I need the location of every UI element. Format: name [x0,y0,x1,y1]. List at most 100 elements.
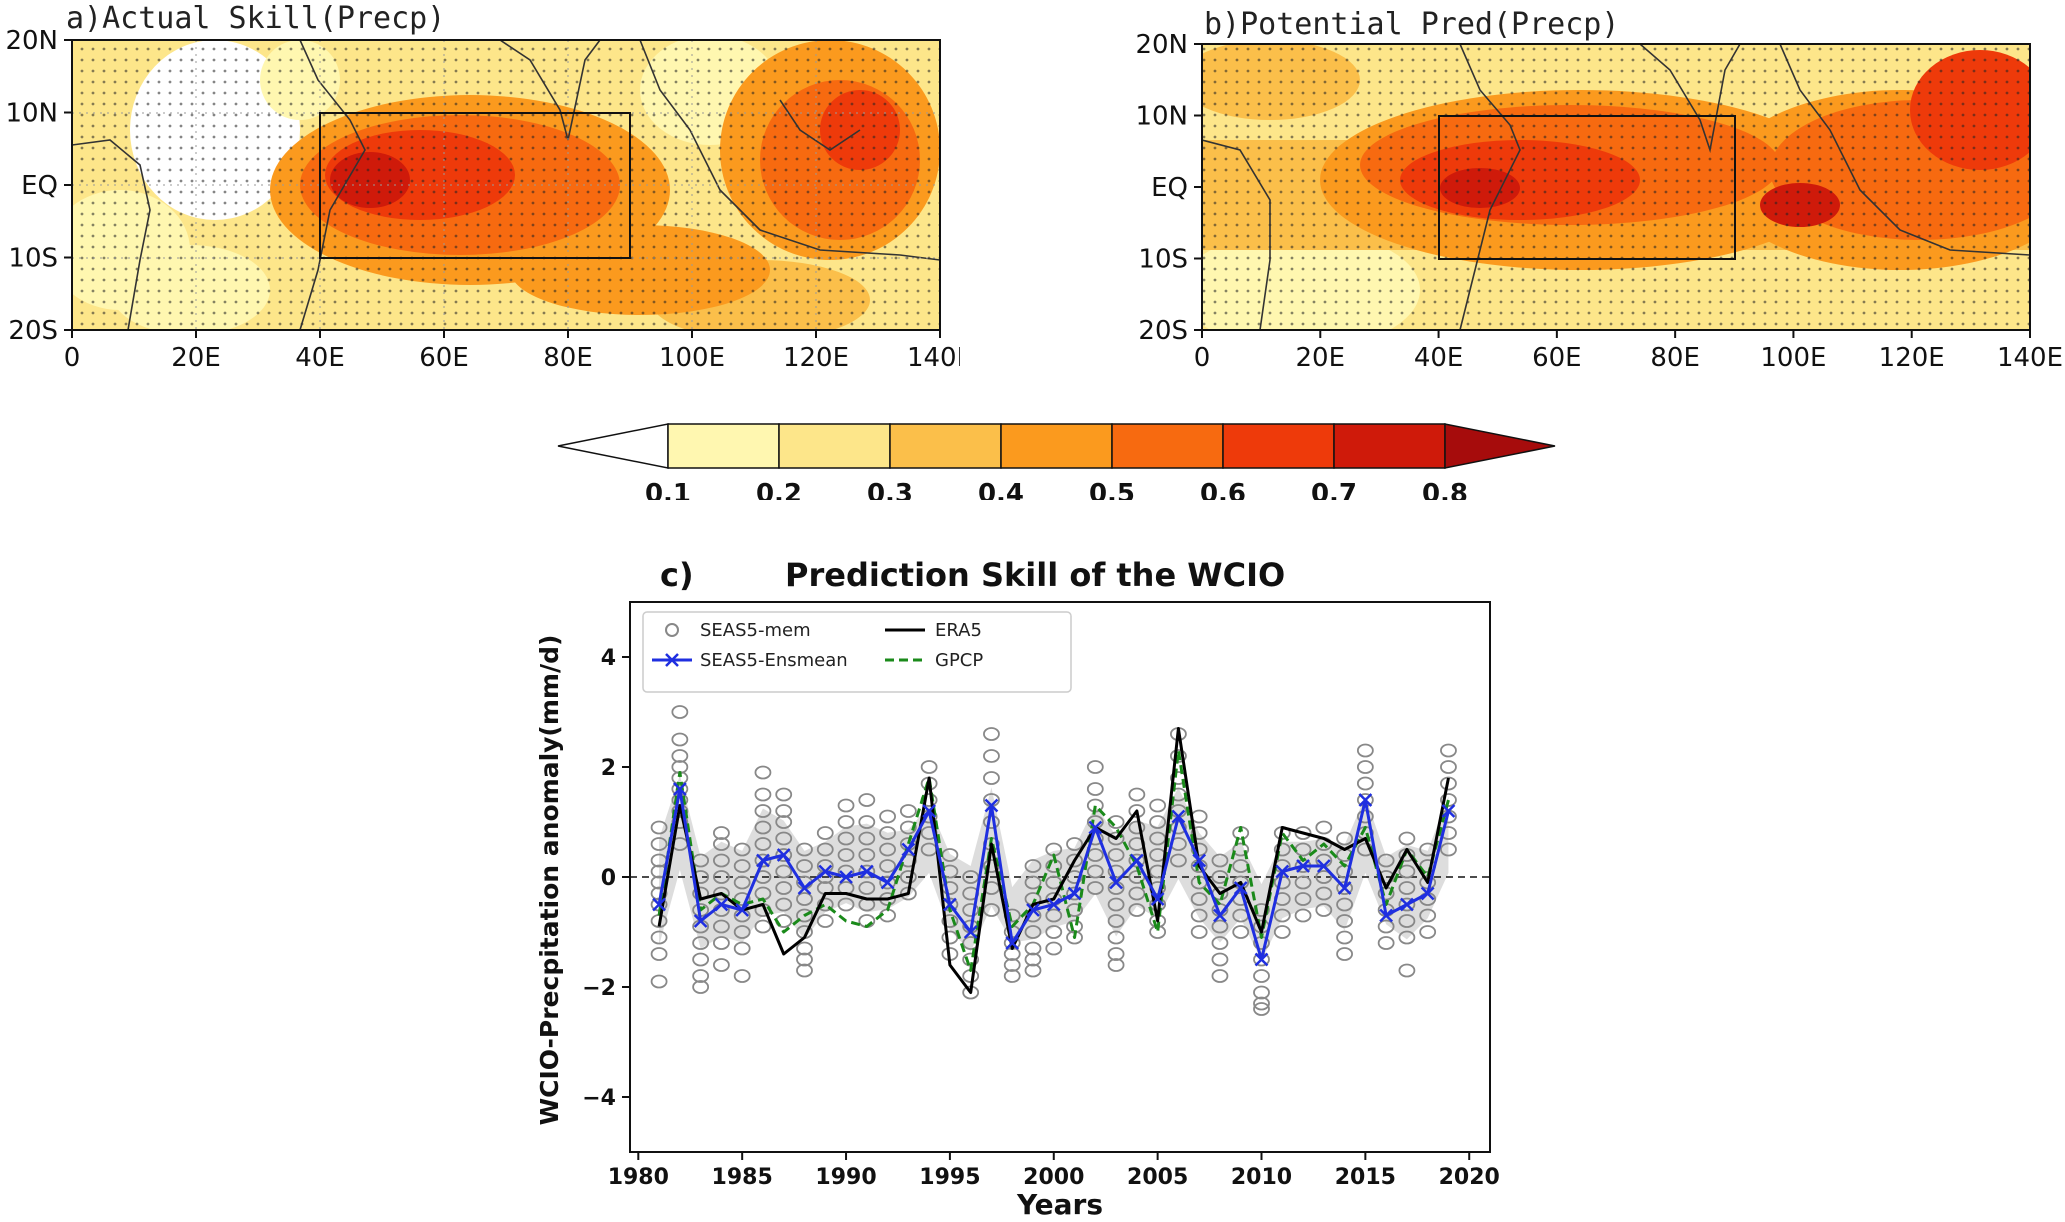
map-b-xtick-label: 0 [1194,343,1211,373]
member-point [858,793,876,807]
member-point [962,870,980,884]
ensmean-point [1109,875,1123,890]
colorbar-tick-label: 0.4 [978,479,1024,500]
member-point [775,848,793,862]
member-point [858,815,876,829]
member-point [796,859,813,873]
member-point [796,952,813,967]
map-b-xtick-label: 120E [1879,343,1945,373]
map-a-xtick-label: 60E [419,343,469,373]
map-b-xtick-label: 20E [1296,343,1346,373]
colorbar-arrow-low [557,423,669,469]
member-point [816,897,834,912]
member-point [1149,815,1167,829]
member-point [1128,820,1146,835]
member-point [858,881,876,895]
member-point [733,842,751,857]
y-axis-label: WCIO-Precpitation anomaly(mm/d) [535,635,564,1126]
member-point [1273,842,1291,857]
member-point [920,760,938,774]
member-point [816,826,834,840]
member-point [1045,908,1063,923]
member-point [1419,908,1437,923]
member-point [796,908,813,923]
member-point [1336,947,1353,961]
map-b-ytick-label: EQ [1151,173,1188,203]
member-point [837,815,855,829]
map-panel-actual-skill: a)Actual Skill(Precp) [5,1,960,373]
map-a-xtick-label: 20E [171,343,221,373]
ensmean-point [818,864,833,879]
ensmean-point [797,881,812,895]
member-point [983,815,1000,829]
member-point [1086,881,1104,895]
member-point [1024,875,1042,890]
member-point [1440,743,1457,758]
series-gpcp [657,749,1450,972]
member-point [1107,864,1125,879]
member-point [754,765,772,780]
member-point [796,842,813,857]
legend: SEAS5-mem SEAS5-Ensmean ERA5 GPCP [642,611,1072,693]
member-point [1253,996,1270,1011]
member-point [1440,760,1457,774]
map-b-ytick-label: 10N [1135,102,1188,132]
member-point [1398,897,1416,912]
member-point [692,936,710,950]
ensmean-point [1296,859,1310,873]
member-point [775,897,793,912]
member-point [650,930,668,945]
member-point [1440,793,1457,807]
x-tick-label: 2010 [1231,1165,1292,1190]
member-point [941,930,959,945]
colorbar: 0.1 0.2 0.3 0.4 0.5 0.6 0.7 0.8 [557,423,1556,500]
member-point [983,749,1000,763]
member-point [1107,848,1125,862]
map-b-ytick-label: 20N [1135,30,1188,60]
member-point [1107,815,1125,829]
map-b-xtick-label: 40E [1414,343,1464,373]
member-point [1336,897,1353,912]
member-point [1377,919,1395,934]
x-tick-label: 2015 [1335,1165,1396,1190]
colorbar-segment [667,423,780,469]
colorbar-tick-label: 0.1 [645,479,691,500]
member-point [1377,853,1395,868]
map-panel-potential-pred: b)Potential Pred(Precp) 0 20E 40E 60E 80E 100… [1135,7,2063,373]
member-point [1024,859,1042,873]
member-point [713,870,730,884]
member-point [1232,842,1250,857]
member-point [1128,787,1146,802]
legend-era5: ERA5 [935,620,982,641]
ensmean-point [1441,804,1456,818]
member-point [692,980,710,994]
map-a-ytick-label: 10S [8,244,58,274]
member-point [650,820,668,835]
map-b-xtick-label: 80E [1650,343,1700,373]
member-point [754,837,772,851]
member-point [1419,925,1437,939]
member-point [1066,853,1083,868]
member-point [1003,969,1021,983]
colorbar-tick-label: 0.3 [867,479,913,500]
member-point [796,963,813,978]
member-point [1170,853,1187,868]
member-point [733,925,751,939]
member-point [1315,903,1333,917]
member-point [899,870,917,884]
member-point [837,798,855,813]
member-point [1128,886,1146,901]
ensmean-point [943,897,957,912]
map-a-xtick-label: 0 [64,343,81,373]
ensmean-point [963,925,978,939]
member-point [775,804,793,818]
member-point [671,815,689,829]
ensmean-point [776,848,791,862]
member-point [1066,837,1083,851]
member-point [754,820,772,835]
colorbar-segment [1111,423,1224,469]
member-point [1128,853,1146,868]
member-point [1253,985,1270,1000]
ensmean-point [1254,952,1269,967]
y-tick-label: 2 [601,756,616,781]
